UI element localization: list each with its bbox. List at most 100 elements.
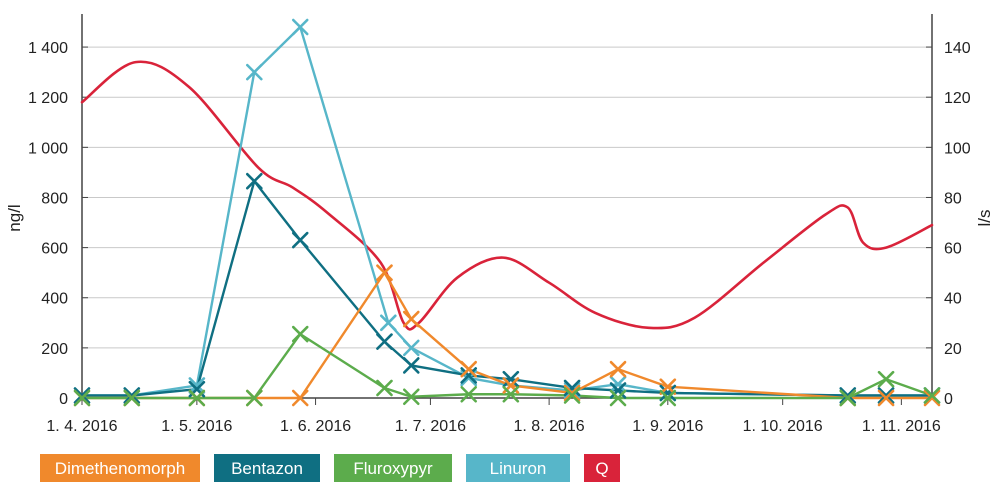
data-point-linuron-9: [563, 382, 581, 399]
data-point-stroke: [923, 389, 941, 407]
legend-swatch-bentazon: [214, 454, 320, 482]
data-point-bentazon-6: [402, 357, 420, 374]
data-point-linuron-2: [188, 377, 206, 394]
data-point-dimethenomorph-5: [376, 264, 393, 281]
right-tick-label: 120: [944, 90, 971, 107]
legend-item-q: Q: [584, 454, 620, 482]
right-tick-label: 60: [944, 241, 962, 258]
grid-lines: [82, 46, 932, 349]
data-point-fluroxypyr-7: [460, 385, 478, 403]
data-point-stroke: [245, 389, 263, 407]
data-point-fluroxypyr-12: [839, 389, 857, 407]
data-point-stroke: [839, 389, 857, 407]
data-point-stroke: [376, 264, 393, 281]
data-point-stroke: [73, 387, 91, 404]
data-point-linuron-6: [402, 339, 420, 357]
data-point-linuron-4: [291, 18, 309, 36]
right-tick-label: 80: [944, 190, 962, 207]
series-line-q: [80, 60, 934, 331]
x-tick-label: 1. 11. 2016: [862, 418, 941, 435]
data-point-stroke: [659, 389, 677, 407]
data-point-stroke: [502, 385, 520, 403]
data-point-stroke: [563, 384, 581, 402]
data-point-stroke: [291, 325, 309, 343]
left-tick-label: 400: [41, 291, 68, 308]
data-point-dimethenomorph-6: [402, 310, 420, 328]
legend-swatch-q: [584, 454, 620, 482]
data-point-linuron-3: [245, 63, 263, 81]
data-point-fluroxypyr-9: [563, 387, 581, 404]
left-tick-label: 800: [41, 190, 68, 207]
data-point-bentazon-5: [376, 333, 393, 350]
data-point-stroke: [877, 370, 895, 388]
data-point-stroke: [609, 389, 627, 407]
data-point-stroke: [376, 333, 393, 350]
data-point-stroke: [291, 18, 309, 36]
data-point-bentazon-12: [839, 387, 857, 404]
data-point-dimethenomorph-14: [923, 389, 941, 407]
data-point-stroke: [402, 388, 420, 406]
data-point-stroke: [460, 360, 478, 378]
data-point-stroke: [402, 339, 420, 357]
data-point-bentazon-3: [245, 172, 263, 190]
right-tick-label: 40: [944, 291, 962, 308]
data-point-dimethenomorph-10: [609, 360, 627, 378]
data-point-stroke: [460, 367, 478, 384]
data-point-dimethenomorph-9: [563, 384, 581, 402]
data-point-stroke: [123, 387, 141, 404]
data-point-stroke: [123, 389, 141, 407]
left-tick-label: 1 400: [28, 40, 68, 57]
data-point-fluroxypyr-5: [376, 379, 393, 397]
legend-item-dimethenomorph: Dimethenomorph: [40, 454, 200, 482]
legend-label-fluroxypyr: Fluroxypyr: [353, 459, 433, 478]
data-point-stroke: [609, 375, 627, 393]
x-tick-label: 1. 4. 2016: [46, 418, 117, 435]
data-point-stroke: [877, 389, 895, 407]
data-point-fluroxypyr-2: [188, 389, 206, 407]
data-point-stroke: [460, 385, 478, 403]
data-point-dimethenomorph-13: [877, 389, 895, 407]
right-tick-label: 20: [944, 341, 962, 358]
series-markers: [73, 18, 941, 407]
data-point-fluroxypyr-8: [502, 385, 520, 403]
data-point-bentazon-11: [659, 384, 677, 402]
data-point-fluroxypyr-13: [877, 370, 895, 388]
data-point-stroke: [188, 389, 206, 407]
data-point-bentazon-0: [73, 387, 91, 404]
data-point-dimethenomorph-7: [460, 360, 478, 378]
data-point-stroke: [839, 387, 857, 404]
data-point-stroke: [291, 389, 309, 407]
data-point-bentazon-4: [291, 231, 309, 249]
legend-swatch-linuron: [466, 454, 570, 482]
series-line-bentazon: [82, 179, 932, 397]
tick-labels: 0 200 400 600 800 1 000 1 200 1 400 0 20 40 60 80 100…: [28, 40, 971, 435]
left-tick-label: 1 000: [28, 140, 68, 157]
data-point-fluroxypyr-1: [123, 389, 141, 407]
data-point-stroke: [402, 357, 420, 374]
data-point-fluroxypyr-10: [609, 389, 627, 407]
data-point-stroke: [245, 172, 263, 190]
legend-swatch-fluroxypyr: [334, 454, 452, 482]
legend-label-dimethenomorph: Dimethenomorph: [55, 459, 185, 478]
data-point-stroke: [609, 360, 627, 378]
data-point-fluroxypyr-4: [291, 325, 309, 343]
data-point-fluroxypyr-6: [402, 388, 420, 406]
x-tick-label: 1. 9. 2016: [632, 418, 703, 435]
x-tick-label: 1. 10. 2016: [743, 418, 823, 435]
x-tick-label: 1. 5. 2016: [161, 418, 232, 435]
data-point-linuron-5: [380, 314, 397, 332]
legend-item-fluroxypyr: Fluroxypyr: [334, 454, 452, 482]
data-point-bentazon-13: [877, 387, 895, 404]
data-point-stroke: [188, 377, 206, 394]
left-tick-label: 0: [59, 391, 68, 408]
data-point-fluroxypyr-0: [73, 389, 91, 407]
data-point-fluroxypyr-3: [245, 389, 263, 407]
series-lines: [80, 25, 934, 400]
right-axis-title: l/s: [975, 210, 994, 227]
data-point-stroke: [659, 384, 677, 402]
data-point-fluroxypyr-11: [659, 389, 677, 407]
data-point-stroke: [877, 387, 895, 404]
legend: Dimethenomorph Bentazon Fluroxypyr Linuron Q: [40, 454, 620, 482]
x-tick-label: 1. 6. 2016: [280, 418, 351, 435]
legend-label-q: Q: [595, 459, 608, 478]
